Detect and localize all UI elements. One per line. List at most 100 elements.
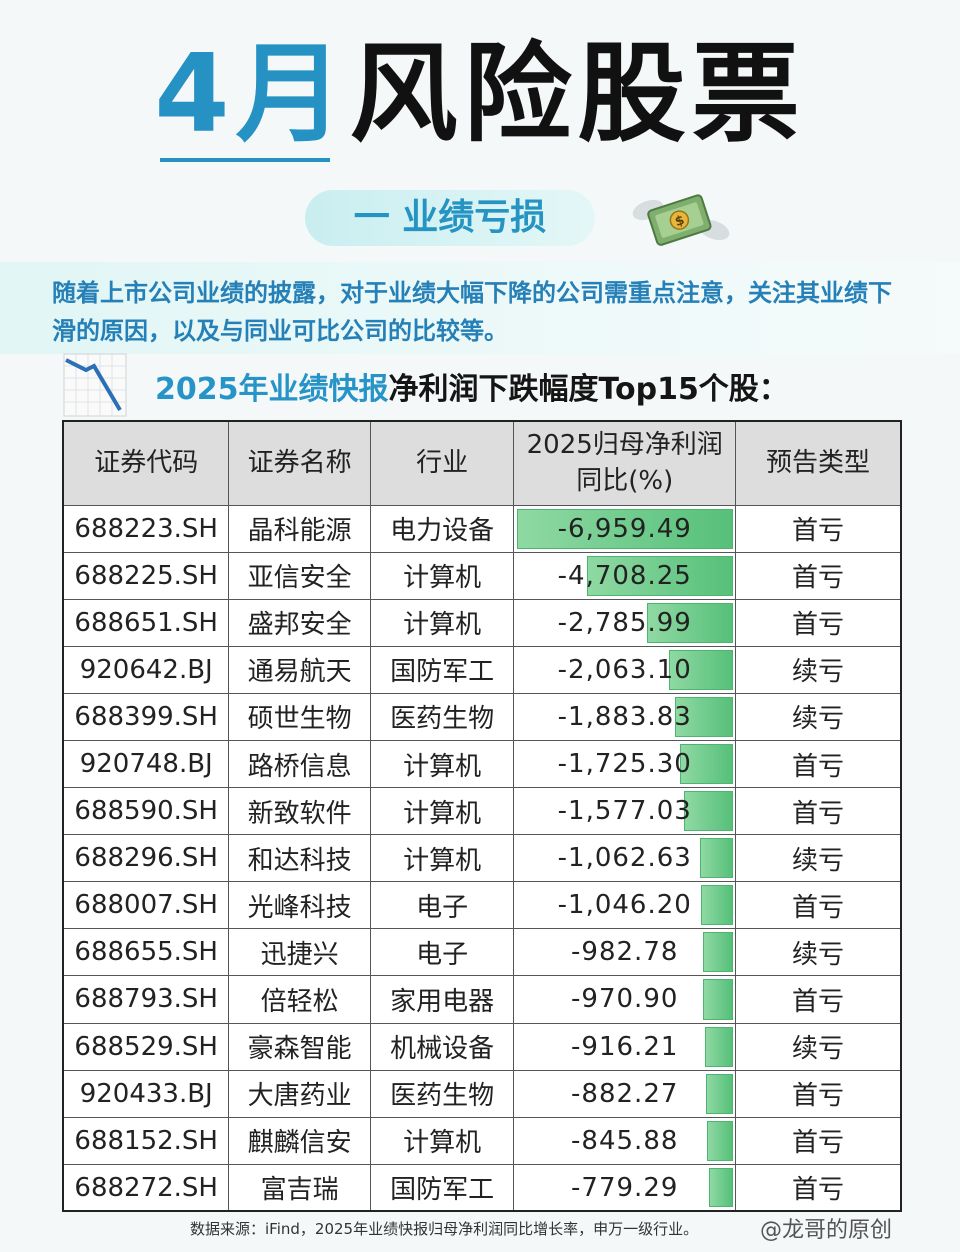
declining-chart-icon <box>63 353 127 417</box>
cell-value: -2,063.10 <box>513 645 737 694</box>
value-bar <box>674 696 734 737</box>
cell-type: 首亏 <box>735 551 902 600</box>
value-bar <box>679 743 734 785</box>
cell-type: 续亏 <box>735 928 902 977</box>
cell-industry: 计算机 <box>369 834 515 883</box>
cell-industry: 电子 <box>369 881 515 930</box>
value-text: -2,785.99 <box>557 607 692 638</box>
header-code: 证券代码 <box>62 420 230 506</box>
table-row: 688655.SH 迅捷兴 电子 -982.78 续亏 <box>62 928 902 977</box>
table-row: 688651.SH 盛邦安全 计算机 -2,785.99 首亏 <box>62 598 902 647</box>
table-row: 688793.SH 倍轻松 家用电器 -970.90 首亏 <box>62 975 902 1024</box>
cell-type: 首亏 <box>735 787 902 836</box>
cell-value: -1,062.63 <box>513 834 737 883</box>
cell-industry: 电力设备 <box>369 504 515 553</box>
header-value-line1: 2025归母净利润 <box>526 430 723 461</box>
cell-type: 首亏 <box>735 739 902 789</box>
cell-code: 688272.SH <box>62 1163 230 1212</box>
table-body: 688223.SH 晶科能源 电力设备 -6,959.49 首亏 688225.SH 亚信安… <box>62 504 902 1212</box>
title-highlight: 4月 <box>154 32 350 157</box>
cell-name: 麒麟信安 <box>228 1116 371 1165</box>
cell-industry: 医药生物 <box>369 1069 515 1118</box>
table-row: 688296.SH 和达科技 计算机 -1,062.63 续亏 <box>62 834 902 883</box>
cell-value: -779.29 <box>513 1163 737 1212</box>
section-title-black: 净利润下跌幅度Top15个股： <box>388 372 789 407</box>
title-underline <box>160 158 330 162</box>
cell-code: 920433.BJ <box>62 1069 230 1118</box>
header-value: 2025归母净利润 同比(%) <box>513 420 737 506</box>
cell-type: 首亏 <box>735 504 902 553</box>
cell-value: -982.78 <box>513 928 737 977</box>
subtitle-pill: 一 业绩亏损 <box>305 190 595 246</box>
cell-code: 688655.SH <box>62 928 230 977</box>
cell-type: 首亏 <box>735 1116 902 1165</box>
title-rest: 风险股票 <box>349 32 806 157</box>
value-text: -982.78 <box>571 937 679 968</box>
cell-industry: 电子 <box>369 928 515 977</box>
page-title: 4月风险股票 <box>0 30 960 160</box>
value-bar <box>669 649 734 690</box>
cell-code: 688590.SH <box>62 787 230 836</box>
cell-code: 688296.SH <box>62 834 230 883</box>
svg-text:$: $ <box>673 213 686 230</box>
value-bar <box>702 979 734 1020</box>
cell-name: 通易航天 <box>228 645 371 694</box>
table-row: 920433.BJ 大唐药业 医药生物 -882.27 首亏 <box>62 1069 902 1118</box>
cell-name: 新致软件 <box>228 787 371 836</box>
cell-value: -916.21 <box>513 1022 737 1071</box>
cell-industry: 计算机 <box>369 787 515 836</box>
value-text: -2,063.10 <box>557 654 692 685</box>
data-source-note: 数据来源：iFind，2025年业绩快报归母净利润同比增长率，申万一级行业。 <box>190 1220 699 1238</box>
value-bar <box>705 1073 734 1114</box>
value-text: -1,062.63 <box>557 843 692 874</box>
cell-code: 688007.SH <box>62 881 230 930</box>
cell-code: 688152.SH <box>62 1116 230 1165</box>
cell-name: 硕世生物 <box>228 692 371 741</box>
cell-type: 首亏 <box>735 598 902 647</box>
cell-industry: 国防军工 <box>369 645 515 694</box>
value-text: -1,577.03 <box>557 796 692 827</box>
cell-industry: 计算机 <box>369 739 515 789</box>
cell-value: -1,883.83 <box>513 692 737 741</box>
cell-value: -970.90 <box>513 975 737 1024</box>
cell-code: 920748.BJ <box>62 739 230 789</box>
table-row: 688007.SH 光峰科技 电子 -1,046.20 首亏 <box>62 881 902 930</box>
cell-type: 首亏 <box>735 1069 902 1118</box>
value-text: -882.27 <box>571 1078 679 1109</box>
table-row: 688152.SH 麒麟信安 计算机 -845.88 首亏 <box>62 1116 902 1165</box>
cell-name: 迅捷兴 <box>228 928 371 977</box>
value-text: -970.90 <box>571 984 679 1015</box>
cell-industry: 计算机 <box>369 551 515 600</box>
cell-code: 688225.SH <box>62 551 230 600</box>
watermark: @龙哥的原创 <box>760 1218 893 1243</box>
cell-type: 续亏 <box>735 834 902 883</box>
value-bar <box>704 1026 734 1067</box>
cell-name: 路桥信息 <box>228 739 371 789</box>
cell-value: -1,046.20 <box>513 881 737 930</box>
value-bar <box>646 602 734 643</box>
header-value-line2: 同比(%) <box>576 466 674 497</box>
section-title: 2025年业绩快报净利润下跌幅度Top15个股： <box>155 370 789 410</box>
cell-type: 首亏 <box>735 1163 902 1212</box>
value-text: -6,959.49 <box>557 513 692 544</box>
cell-code: 920642.BJ <box>62 645 230 694</box>
value-bar <box>586 555 734 596</box>
value-text: -1,046.20 <box>557 890 692 921</box>
cell-value: -882.27 <box>513 1069 737 1118</box>
cell-name: 光峰科技 <box>228 881 371 930</box>
header-industry: 行业 <box>369 420 515 506</box>
table-row: 920642.BJ 通易航天 国防军工 -2,063.10 续亏 <box>62 645 902 694</box>
value-bar <box>708 1167 734 1208</box>
cell-name: 大唐药业 <box>228 1069 371 1118</box>
value-text: -779.29 <box>571 1172 679 1203</box>
cell-value: -2,785.99 <box>513 598 737 647</box>
cell-code: 688529.SH <box>62 1022 230 1071</box>
value-bar <box>700 885 734 926</box>
value-bar <box>706 1120 734 1161</box>
cell-value: -4,708.25 <box>513 551 737 600</box>
cell-name: 盛邦安全 <box>228 598 371 647</box>
table-row: 688399.SH 硕世生物 医药生物 -1,883.83 续亏 <box>62 692 902 741</box>
cell-industry: 机械设备 <box>369 1022 515 1071</box>
table-row: 688529.SH 豪森智能 机械设备 -916.21 续亏 <box>62 1022 902 1071</box>
